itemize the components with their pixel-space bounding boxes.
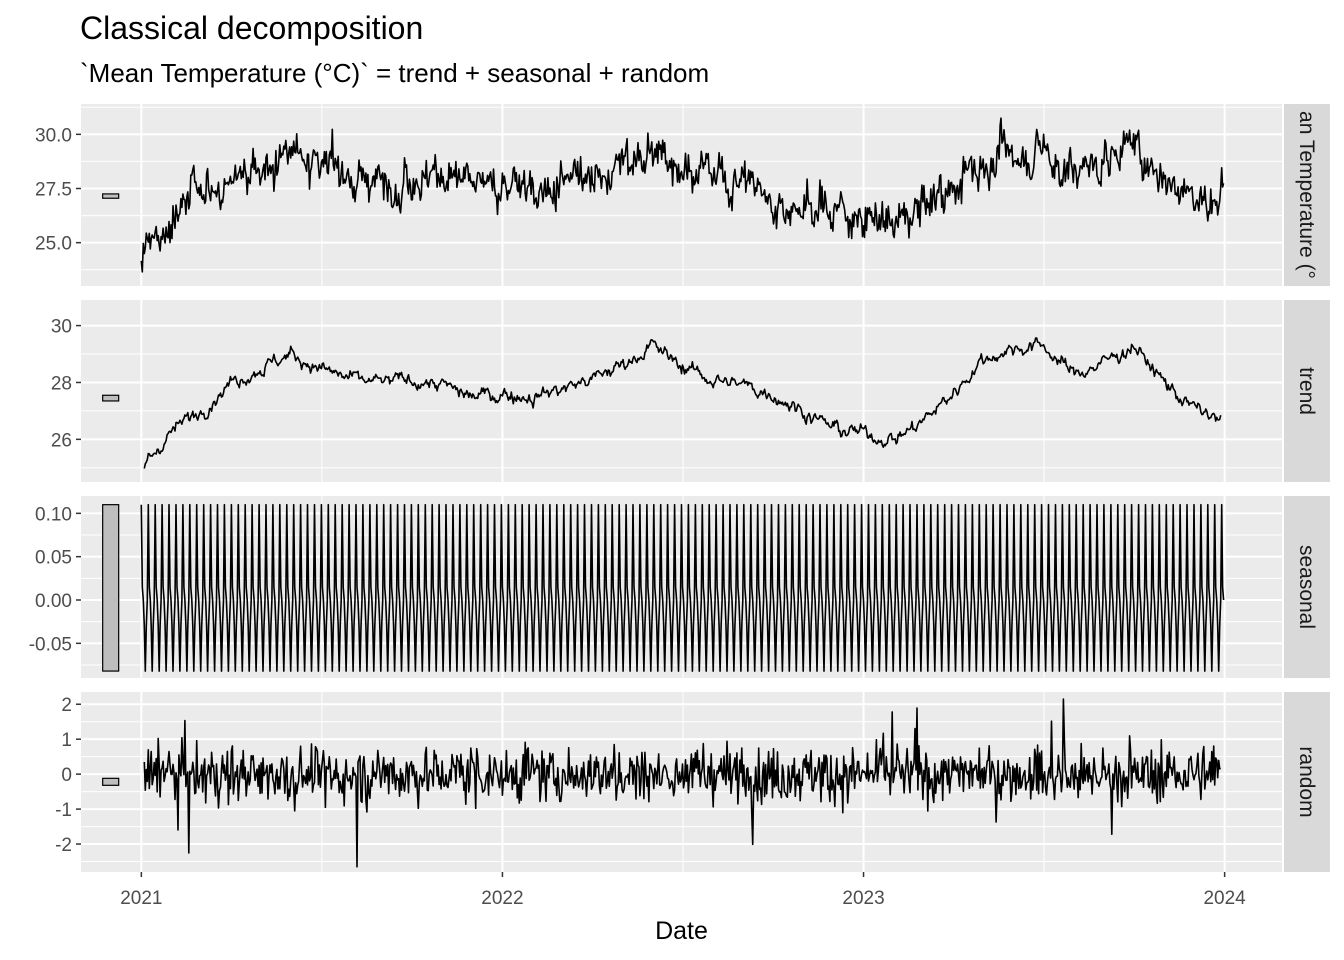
y-tick-label: 27.5 [35,180,72,201]
y-tick-label: 2 [61,695,72,716]
range-bar [102,394,120,402]
series-line-observed [140,117,1225,273]
facet-strip [1284,300,1330,482]
range-bar [102,504,120,672]
panel-background [81,104,1282,286]
panel-background [81,300,1282,482]
x-tick-label: 2023 [842,888,884,909]
range-bar [102,777,120,786]
panel-seasonal: -0.05 0.00 0.05 0.10 seasonal [29,496,1330,678]
range-bar [102,193,120,199]
panel-observed: 25.0 27.5 30.0 an Temperature (° [35,104,1330,286]
x-tick-label: 2024 [1203,888,1246,909]
y-tick-label: 25.0 [35,234,72,255]
y-tick-label: -2 [55,835,72,856]
x-tick-label: 2021 [120,888,162,909]
y-tick-label: 26 [51,430,72,451]
y-tick-label: 0 [61,765,72,786]
facet-strip [1284,496,1330,678]
facet-strip [1284,104,1330,286]
x-tick-label: 2022 [481,888,523,909]
facet-strip-label: seasonal [1295,545,1318,629]
panel-trend: 26 28 30 trend [51,300,1330,482]
y-tick-label: 30.0 [35,125,72,146]
y-tick-label: -1 [55,800,72,821]
facet-strip-label: an Temperature (° [1295,111,1318,279]
facet-strip-label: random [1295,746,1318,817]
chart-subtitle: `Mean Temperature (°C)` = trend + season… [80,58,710,88]
panel-random: -2 -1 0 1 2 random [55,692,1330,872]
series-line-seasonal [140,503,1225,672]
y-tick-label: -0.05 [29,634,72,655]
facet-strip [1284,692,1330,872]
y-tick-label: 0.10 [35,504,72,525]
y-tick-label: 30 [51,317,72,338]
chart-title: Classical decomposition [80,10,424,46]
y-tick-label: 0.00 [35,591,72,612]
y-tick-label: 28 [51,373,72,394]
facet-strip-label: trend [1295,367,1318,415]
y-tick-label: 1 [61,730,72,751]
x-axis-title: Date [655,917,708,945]
series-line-trend [143,337,1222,469]
y-tick-label: 0.05 [35,548,72,569]
series-line-random [143,698,1221,868]
